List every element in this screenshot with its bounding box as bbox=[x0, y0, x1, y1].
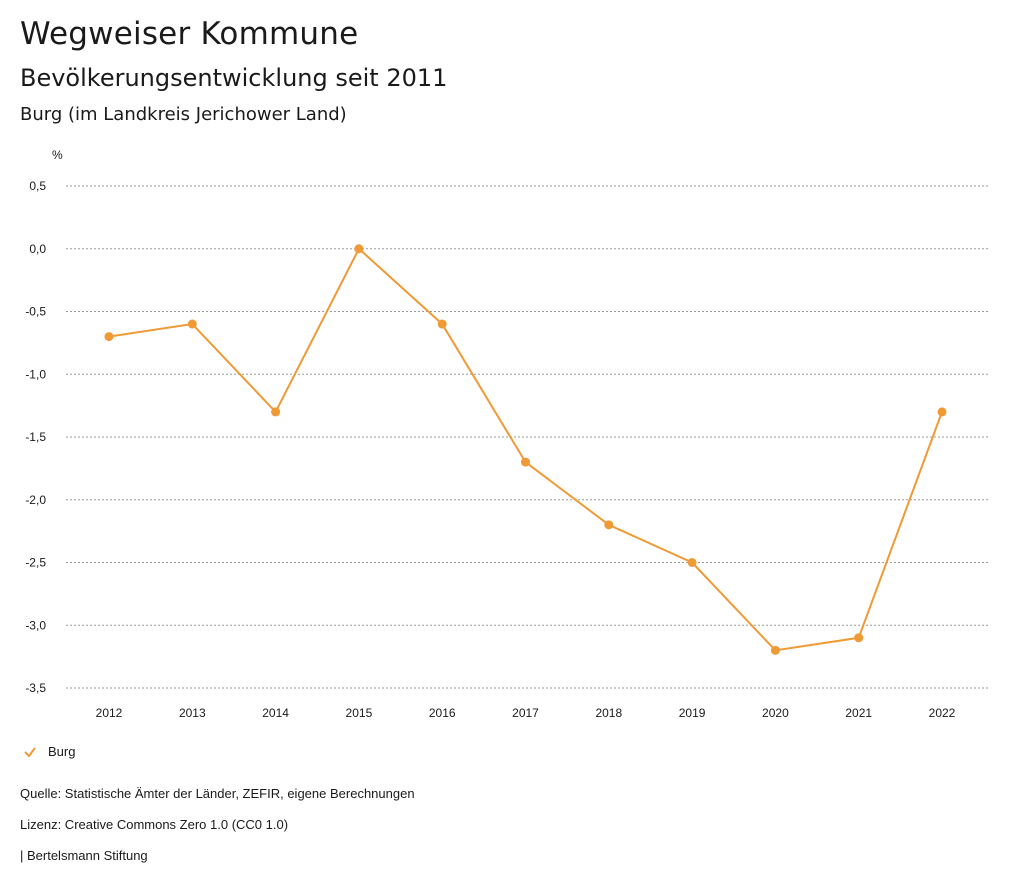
y-tick-label: 0,5 bbox=[29, 179, 46, 193]
y-tick-label: 0,0 bbox=[29, 242, 46, 256]
data-point[interactable] bbox=[104, 332, 114, 342]
license-note: Lizenz: Creative Commons Zero 1.0 (CC0 1… bbox=[20, 817, 289, 832]
data-point[interactable] bbox=[770, 645, 780, 655]
data-point[interactable] bbox=[604, 520, 614, 530]
data-point[interactable] bbox=[854, 633, 864, 643]
line-chart: % 0,5 0,0 -0,5 -1,0 -1,5 -2,0 -2,5 -3,0 -3,5 201… bbox=[25, 148, 990, 720]
data-point[interactable] bbox=[687, 558, 697, 567]
y-tick-label: -2,0 bbox=[25, 493, 46, 507]
y-tick-label: -3,5 bbox=[25, 681, 46, 695]
y-tick-label: -1,0 bbox=[25, 367, 46, 381]
x-tick-label: 2020 bbox=[762, 706, 789, 720]
legend[interactable]: Burg bbox=[22, 744, 75, 759]
chart-title: Wegweiser Kommune bbox=[20, 16, 359, 52]
region-label: Burg (im Landkreis Jerichower Land) bbox=[20, 104, 347, 125]
x-tick-label: 2015 bbox=[346, 706, 373, 720]
y-axis-unit-label: % bbox=[52, 148, 63, 162]
chart-subtitle: Bevölkerungsentwicklung seit 2011 bbox=[20, 64, 448, 92]
y-tick-label: -0,5 bbox=[25, 305, 46, 319]
x-tick-label: 2021 bbox=[845, 706, 872, 720]
x-tick-label: 2019 bbox=[679, 706, 706, 720]
x-axis-ticks: 2012 2013 2014 2015 2016 2017 2018 2019 2020 2021… bbox=[96, 706, 956, 720]
publisher-note: | Bertelsmann Stiftung bbox=[20, 848, 148, 863]
x-tick-label: 2017 bbox=[512, 706, 539, 720]
checkmark-icon bbox=[24, 746, 36, 758]
data-point[interactable] bbox=[437, 319, 447, 329]
y-tick-label: -3,0 bbox=[25, 618, 46, 632]
x-tick-label: 2014 bbox=[262, 706, 289, 720]
gridlines bbox=[66, 185, 990, 689]
data-point[interactable] bbox=[271, 407, 281, 417]
legend-item-burg: Burg bbox=[48, 744, 76, 759]
x-tick-label: 2016 bbox=[429, 706, 456, 720]
y-tick-label: -1,5 bbox=[25, 430, 46, 444]
data-point[interactable] bbox=[187, 319, 197, 329]
y-tick-label: -2,5 bbox=[25, 556, 46, 570]
series-burg bbox=[104, 244, 947, 655]
data-point[interactable] bbox=[354, 244, 364, 254]
y-axis-ticks: 0,5 0,0 -0,5 -1,0 -1,5 -2,0 -2,5 -3,0 -3,5 bbox=[25, 179, 46, 695]
x-tick-label: 2022 bbox=[929, 706, 956, 720]
x-tick-label: 2012 bbox=[96, 706, 123, 720]
data-point[interactable] bbox=[521, 457, 530, 467]
series-line bbox=[108, 247, 943, 652]
x-tick-label: 2013 bbox=[179, 706, 206, 720]
x-tick-label: 2018 bbox=[595, 706, 622, 720]
data-point[interactable] bbox=[937, 407, 947, 417]
source-note: Quelle: Statistische Ämter der Länder, Z… bbox=[20, 786, 415, 801]
